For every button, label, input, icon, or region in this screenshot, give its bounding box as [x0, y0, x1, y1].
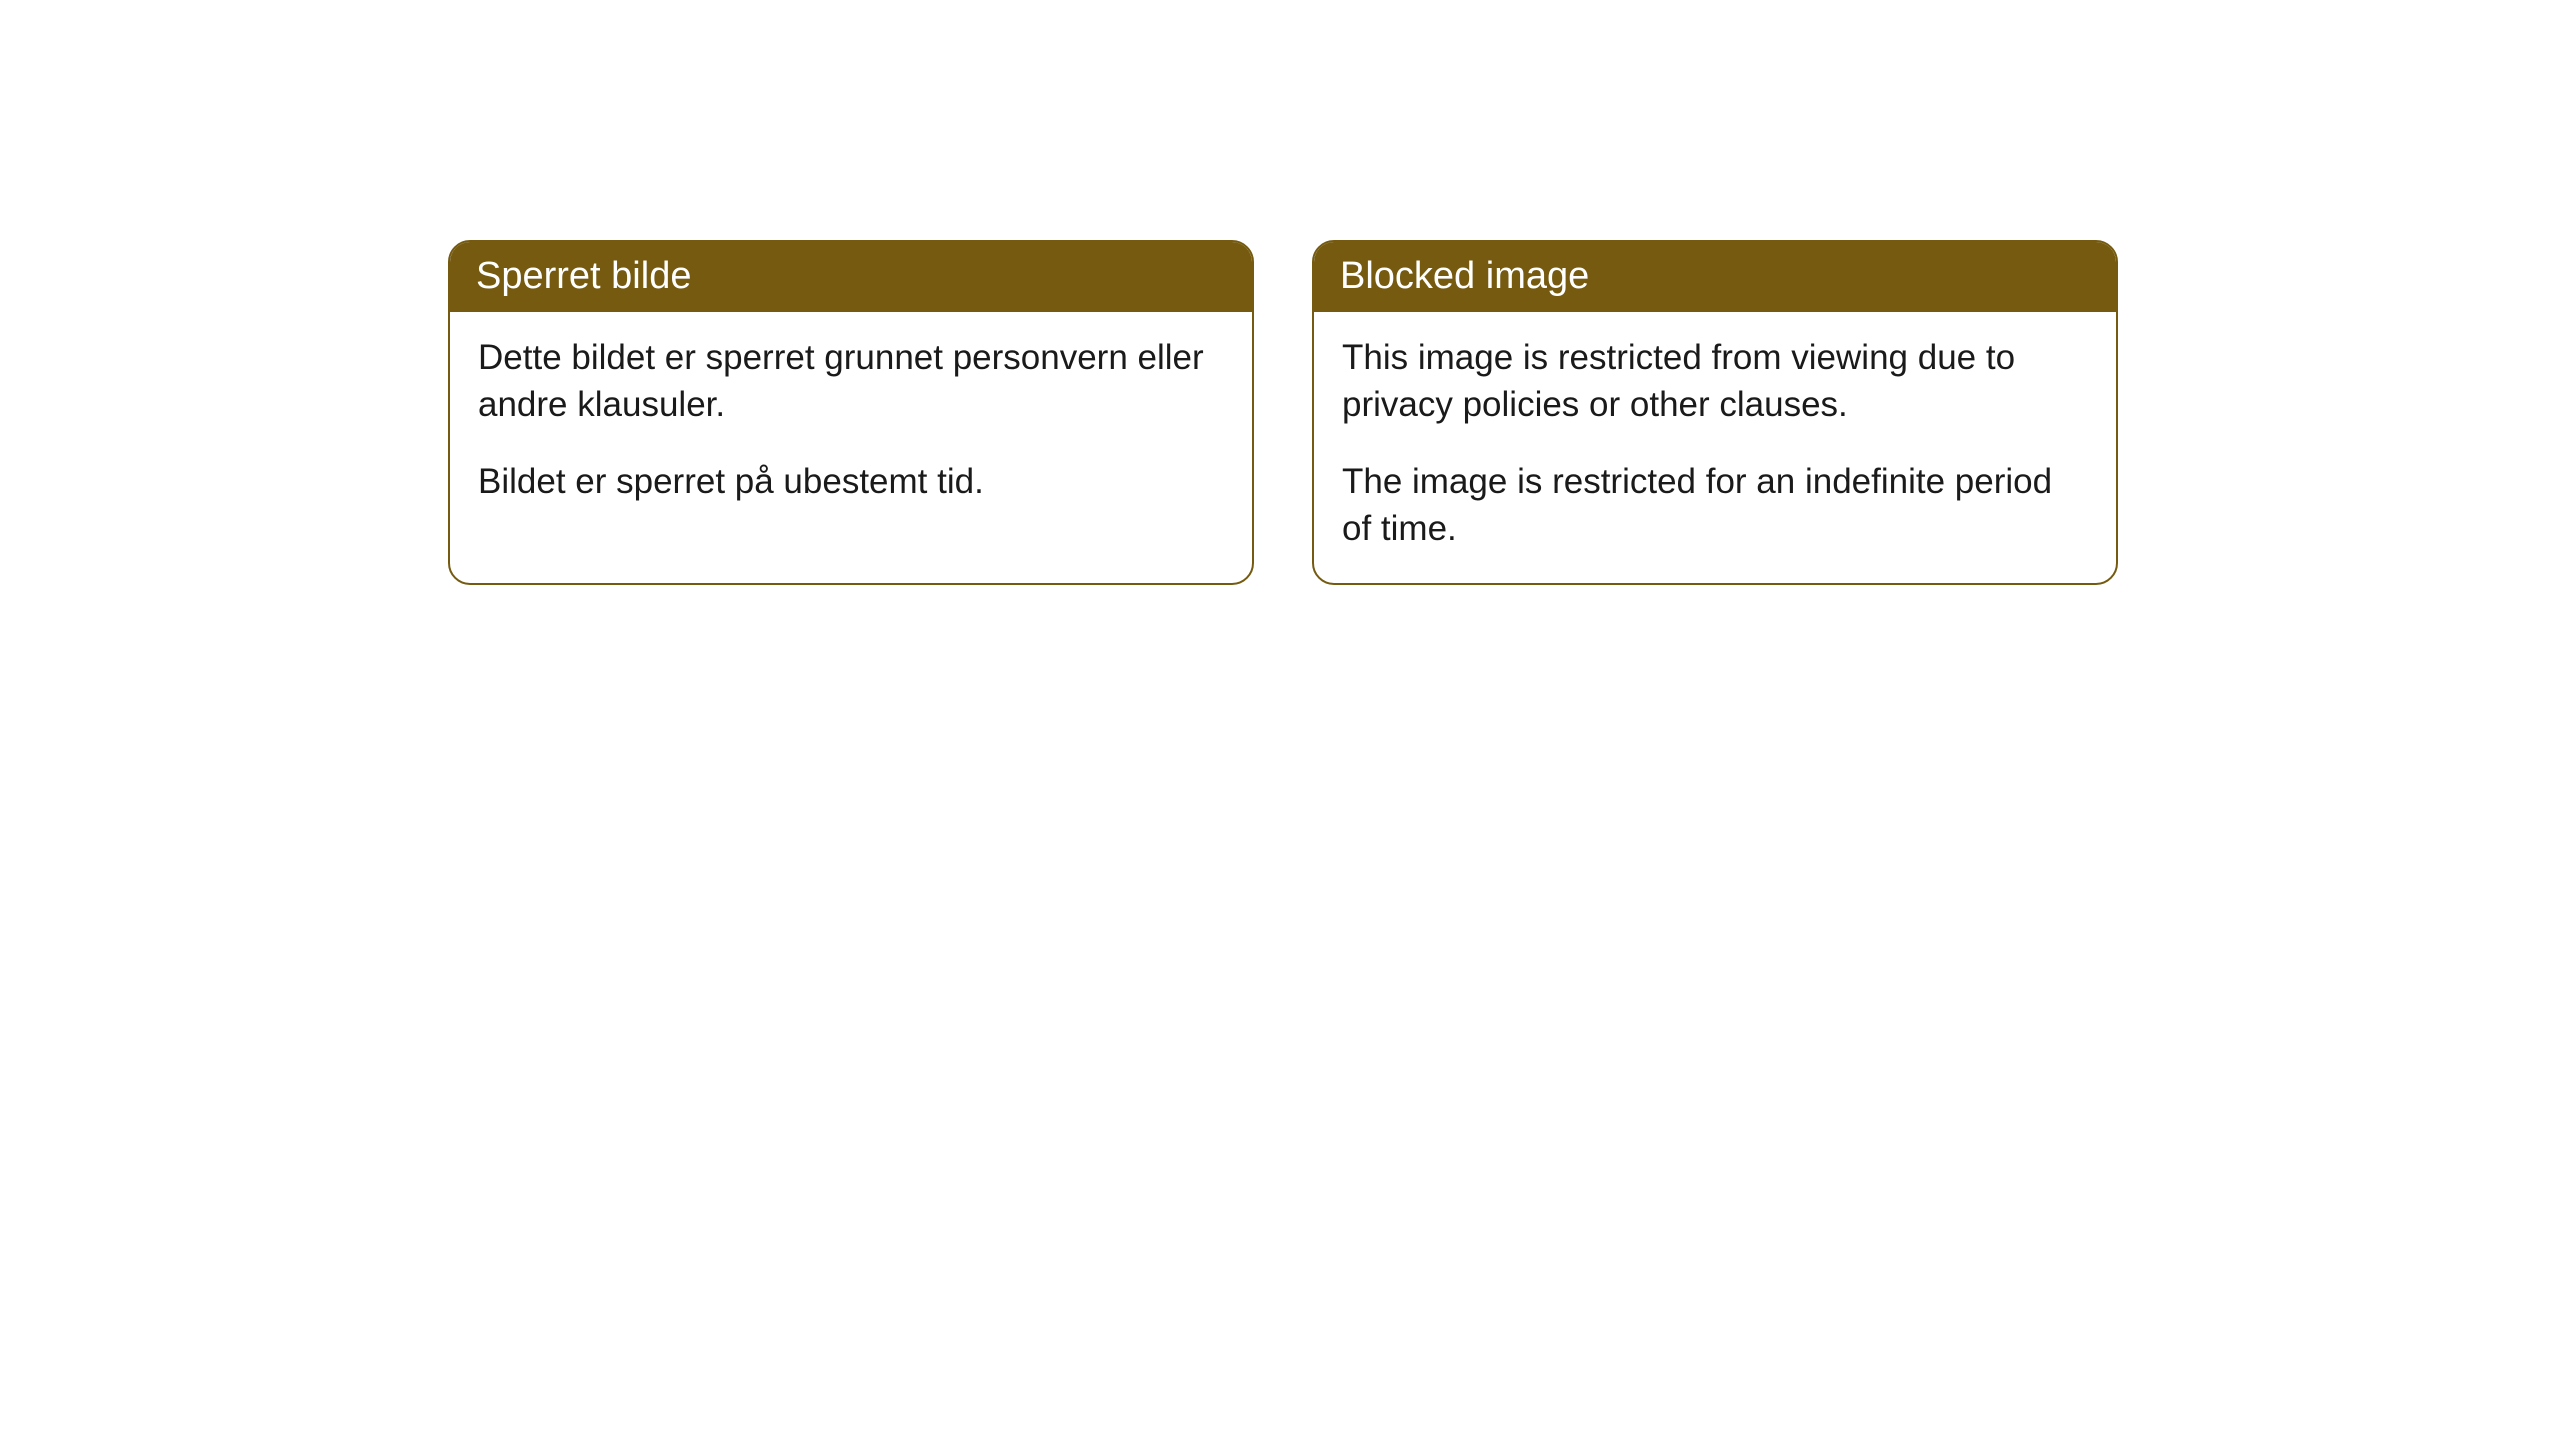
notice-text-norwegian-2: Bildet er sperret på ubestemt tid.	[478, 458, 1224, 505]
notice-text-english-1: This image is restricted from viewing du…	[1342, 334, 2088, 429]
notice-card-norwegian: Sperret bilde Dette bildet er sperret gr…	[448, 240, 1254, 585]
notice-card-english: Blocked image This image is restricted f…	[1312, 240, 2118, 585]
notice-header-english: Blocked image	[1314, 242, 2116, 312]
notice-text-english-2: The image is restricted for an indefinit…	[1342, 458, 2088, 553]
notice-body-english: This image is restricted from viewing du…	[1314, 312, 2116, 583]
notice-container: Sperret bilde Dette bildet er sperret gr…	[448, 240, 2118, 585]
notice-header-norwegian: Sperret bilde	[450, 242, 1252, 312]
notice-body-norwegian: Dette bildet er sperret grunnet personve…	[450, 312, 1252, 536]
notice-text-norwegian-1: Dette bildet er sperret grunnet personve…	[478, 334, 1224, 429]
